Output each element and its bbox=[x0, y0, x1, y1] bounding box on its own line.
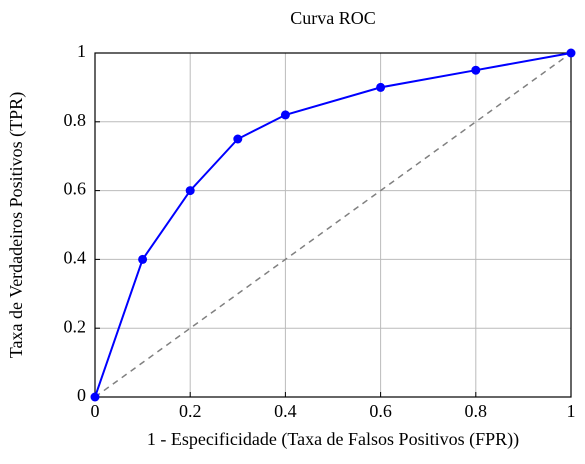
y-axis-label: Taxa de Verdadeiros Positivos (TPR) bbox=[6, 92, 27, 358]
marker bbox=[566, 48, 576, 58]
series-line bbox=[94, 52, 572, 398]
y-tick-label: 0.8 bbox=[64, 110, 87, 130]
x-axis-label: 1 - Especificidade (Taxa de Falsos Posit… bbox=[147, 429, 519, 450]
marker bbox=[471, 65, 481, 75]
y-tick-label: 0.6 bbox=[64, 179, 87, 199]
y-tick-label: 0.4 bbox=[64, 248, 87, 268]
marker bbox=[138, 254, 148, 264]
plot-frame bbox=[94, 52, 572, 398]
chart-title: Curva ROC bbox=[290, 8, 376, 28]
marker bbox=[185, 186, 195, 196]
x-tick-label: 0.4 bbox=[274, 401, 297, 421]
x-tick-label: 1 bbox=[567, 401, 576, 421]
y-tick-label: 0 bbox=[77, 385, 86, 405]
marker bbox=[280, 110, 290, 120]
marker bbox=[233, 134, 243, 144]
x-tick-label: 0 bbox=[91, 401, 100, 421]
series-line bbox=[94, 52, 572, 398]
y-tick-label: 1 bbox=[77, 41, 86, 61]
x-tick-label: 0.8 bbox=[465, 401, 488, 421]
marker bbox=[90, 392, 100, 402]
x-tick-label: 0.2 bbox=[179, 401, 202, 421]
y-tick-label: 0.2 bbox=[64, 316, 87, 336]
x-tick-label: 0.6 bbox=[369, 401, 392, 421]
marker bbox=[376, 82, 386, 92]
